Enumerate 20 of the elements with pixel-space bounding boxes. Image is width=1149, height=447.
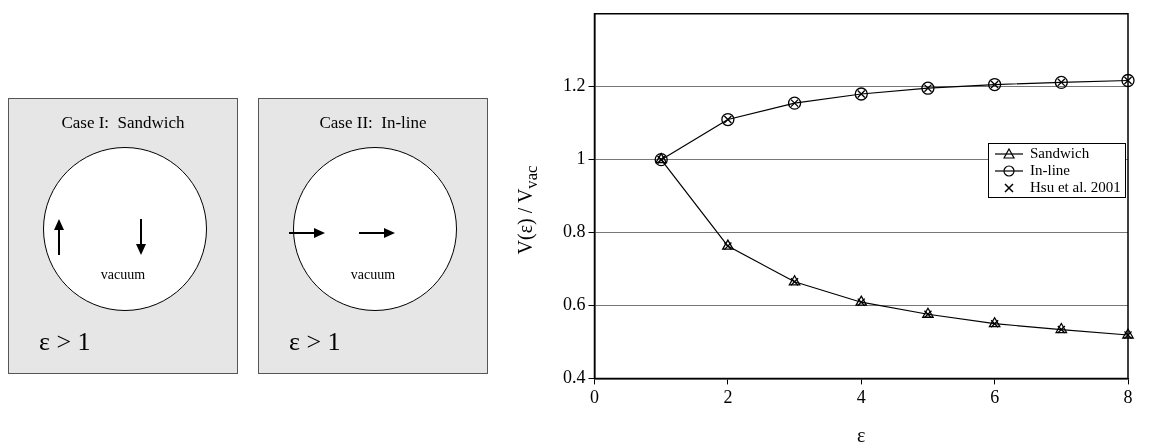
text: ε > 1 [289, 327, 341, 357]
text: ε > 1 [39, 327, 91, 357]
x-tick-label: 8 [1123, 386, 1133, 407]
text: Case II: In-line [318, 113, 428, 133]
x-axis-title: ε [857, 424, 866, 447]
x-tick-label: 2 [723, 386, 733, 407]
text: Case I: Sandwich [60, 113, 186, 133]
x-tick-label: 4 [856, 386, 866, 407]
text: vacuum [349, 267, 397, 283]
y-tick-label: 1 [576, 148, 586, 169]
legend-label: Sandwich [1030, 145, 1090, 163]
y-tick-label: 0.8 [563, 221, 586, 242]
y-tick-label: 0.6 [563, 294, 586, 315]
x-tick-label: 0 [590, 386, 599, 407]
y-tick-label: 1.2 [563, 75, 586, 96]
legend-label: In-line [1030, 162, 1070, 180]
x-tick-label: 6 [990, 386, 1000, 407]
text: vacuum [99, 267, 147, 283]
y-tick-label: 0.4 [563, 367, 586, 388]
legend-label: Hsu et al. 2001 [1030, 179, 1121, 197]
